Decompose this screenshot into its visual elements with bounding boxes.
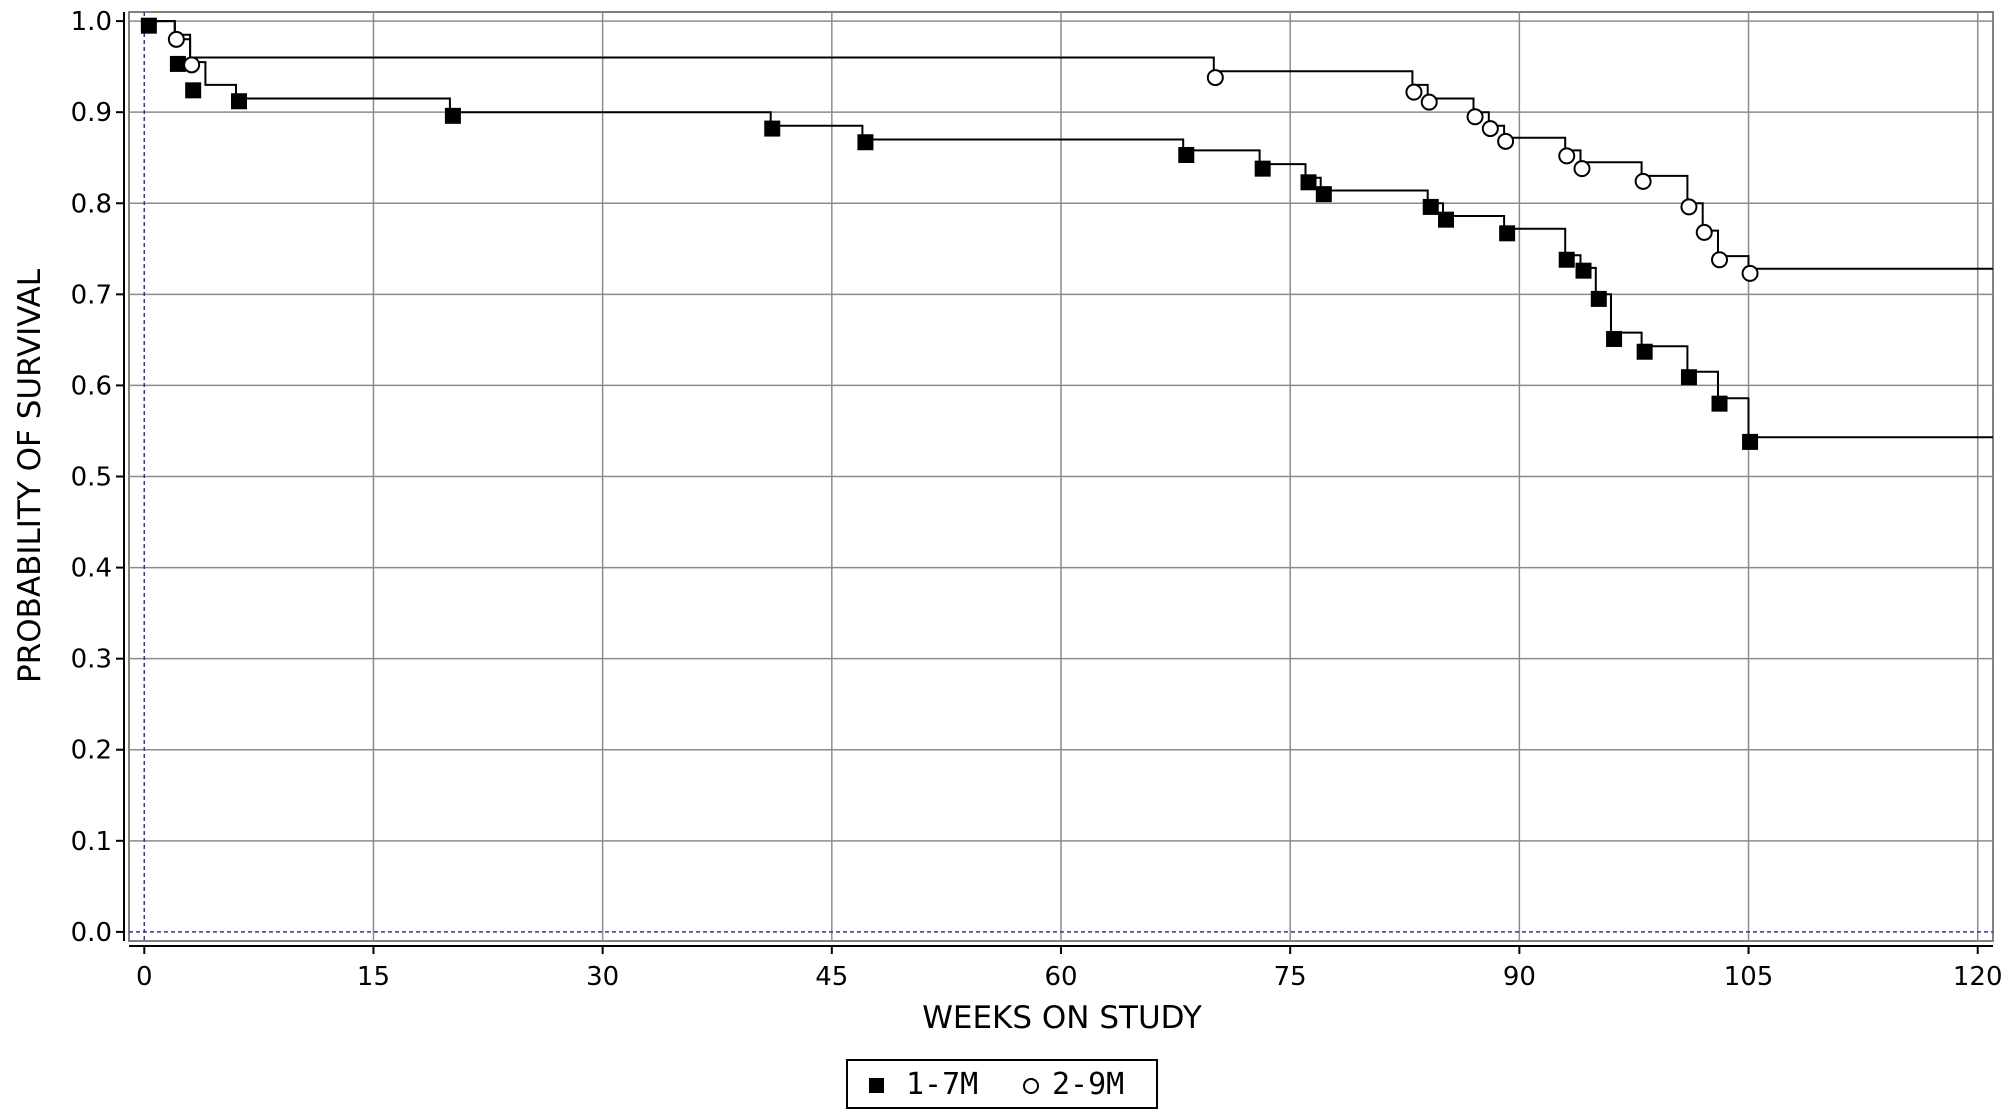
x-tick-label-120: 120 — [1953, 962, 2001, 992]
marker-1-7m-14 — [1558, 251, 1575, 268]
y-axis-label: PROBABILITY OF SURVIVAL — [12, 268, 48, 683]
x-tick-label-45: 45 — [815, 962, 848, 992]
x-tick-label-60: 60 — [1044, 962, 1077, 992]
y-tick-label-0.9: 0.9 — [71, 98, 112, 128]
marker-2-9m-1 — [183, 56, 201, 74]
marker-1-7m-0 — [140, 17, 157, 34]
marker-1-7m-20 — [1711, 395, 1728, 412]
x-axis-label: WEEKS ON STUDY — [922, 1000, 1202, 1036]
marker-2-9m-6 — [1481, 120, 1499, 138]
marker-1-7m-4 — [444, 107, 461, 124]
x-tick-label-30: 30 — [586, 962, 619, 992]
marker-1-7m-19 — [1680, 369, 1697, 386]
x-tick-label-105: 105 — [1724, 962, 1774, 992]
x-tick-label-0: 0 — [136, 962, 153, 992]
marker-1-7m-3 — [231, 93, 248, 110]
marker-1-7m-16 — [1590, 290, 1607, 307]
y-tick-label-0.2: 0.2 — [71, 736, 112, 766]
marker-2-9m-9 — [1573, 160, 1591, 178]
legend-label-1-7m: 1-7M — [906, 1067, 978, 1102]
marker-1-7m-17 — [1606, 330, 1623, 347]
marker-1-7m-2 — [185, 82, 202, 99]
marker-2-9m-5 — [1466, 108, 1484, 126]
y-tick-label-0.7: 0.7 — [71, 280, 112, 310]
marker-2-9m-8 — [1558, 147, 1576, 165]
marker-1-7m-21 — [1742, 433, 1759, 450]
legend-box — [846, 1059, 1158, 1109]
marker-2-9m-2 — [1206, 69, 1224, 87]
axis-layer: 0 15 30 45 60 75 90 105 120 0.0 0.1 0.2 0.3 0.4 0.5 0.6… — [71, 7, 2001, 992]
series-layer — [140, 17, 1993, 450]
legend-marker-2-9m — [1023, 1078, 1039, 1094]
legend: 1-7M 2-9M — [846, 1059, 1158, 1109]
marker-2-9m-3 — [1405, 83, 1423, 101]
x-tick-label-15: 15 — [357, 962, 390, 992]
y-tick-label-0.6: 0.6 — [71, 371, 112, 401]
marker-1-7m-13 — [1499, 225, 1516, 242]
legend-label-2-9m: 2-9M — [1052, 1067, 1124, 1102]
x-tick-label-90: 90 — [1503, 962, 1536, 992]
marker-1-7m-18 — [1636, 343, 1653, 360]
x-tick-label-75: 75 — [1274, 962, 1307, 992]
marker-2-9m-11 — [1680, 198, 1698, 216]
marker-2-9m-10 — [1634, 172, 1652, 190]
marker-2-9m-14 — [1741, 264, 1759, 282]
marker-1-7m-1 — [169, 55, 186, 72]
y-tick-label-0.5: 0.5 — [71, 463, 112, 493]
grid-layer — [129, 12, 1993, 941]
marker-1-7m-15 — [1575, 262, 1592, 279]
y-tick-label-0.3: 0.3 — [71, 645, 112, 675]
y-tick-label-0.4: 0.4 — [71, 554, 112, 584]
series-line-1-7m — [144, 20, 1993, 439]
reference-lines — [129, 12, 1993, 941]
marker-1-7m-9 — [1300, 174, 1317, 191]
marker-1-7m-5 — [764, 120, 781, 137]
marker-1-7m-6 — [857, 134, 874, 151]
marker-1-7m-7 — [1178, 146, 1195, 163]
marker-2-9m-13 — [1711, 251, 1729, 269]
marker-2-9m-7 — [1497, 132, 1515, 150]
y-tick-label-0.0: 0.0 — [71, 918, 112, 948]
marker-1-7m-12 — [1438, 211, 1455, 228]
y-tick-label-1.0: 1.0 — [71, 7, 112, 37]
marker-2-9m-0 — [167, 30, 185, 48]
y-tick-label-0.1: 0.1 — [71, 827, 112, 857]
marker-2-9m-12 — [1695, 223, 1713, 241]
y-tick-label-0.8: 0.8 — [71, 189, 112, 219]
marker-1-7m-8 — [1254, 160, 1271, 177]
marker-1-7m-11 — [1422, 198, 1439, 215]
legend-marker-1-7m — [869, 1078, 884, 1093]
marker-1-7m-10 — [1315, 186, 1332, 203]
marker-2-9m-4 — [1420, 93, 1438, 111]
